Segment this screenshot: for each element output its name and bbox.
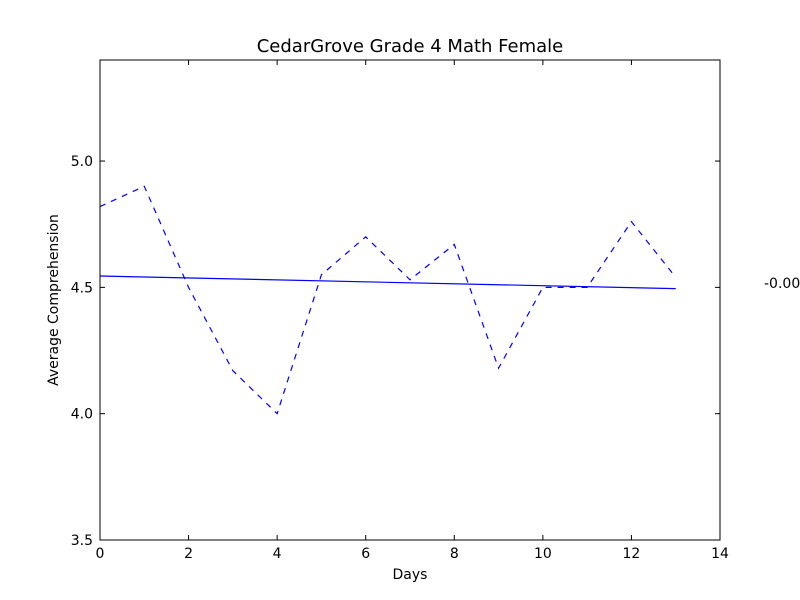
x-tick-label: 10 xyxy=(534,546,552,562)
x-tick-label: 2 xyxy=(184,546,193,562)
x-tick-label: 4 xyxy=(273,546,282,562)
x-tick-label: 12 xyxy=(623,546,641,562)
slope-annotation: -0.00 xyxy=(764,276,800,292)
x-axis-label: Days xyxy=(393,567,428,583)
plot-area xyxy=(99,185,677,415)
axis-ticks: 0 2 4 6 8 10 12 14 3.5 4.0 4.5 5.0 xyxy=(71,60,729,562)
y-axis-label: Average Comprehension xyxy=(46,214,62,386)
series-line-trend xyxy=(99,275,676,290)
plot-frame xyxy=(99,59,721,541)
x-tick-label: 6 xyxy=(361,546,370,562)
x-tick-label: 0 xyxy=(96,546,105,562)
y-tick-label: 3.5 xyxy=(71,533,93,549)
x-tick-label: 8 xyxy=(450,546,459,562)
series-line-daily-average xyxy=(99,185,677,415)
y-tick-label: 5.0 xyxy=(71,154,93,170)
y-tick-label: 4.0 xyxy=(71,407,93,423)
x-tick-label: 14 xyxy=(711,546,729,562)
chart-title: CedarGrove Grade 4 Math Female xyxy=(257,36,564,57)
y-tick-label: 4.5 xyxy=(71,280,93,296)
